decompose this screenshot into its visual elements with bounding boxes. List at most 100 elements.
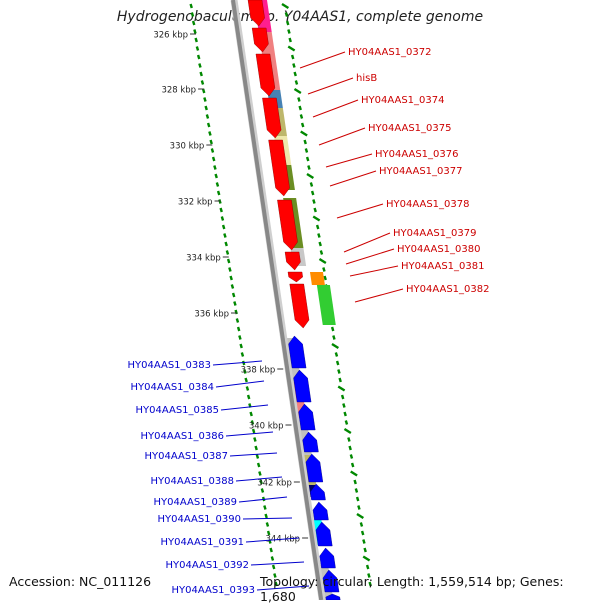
forward-label-leader xyxy=(312,99,359,118)
gc-tick-left xyxy=(270,556,275,561)
forward-gene-label: HY04AAS1_0380 xyxy=(397,244,480,255)
reverse-gene-label: HY04AAS1_0393 xyxy=(172,585,255,596)
gc-tick-left xyxy=(230,284,235,289)
gc-tick-left xyxy=(231,292,236,298)
gc-tick-right xyxy=(334,352,339,357)
gc-tick-right xyxy=(354,488,359,493)
gc-tick-left xyxy=(215,182,220,187)
gc-tick-right xyxy=(312,199,316,204)
gc-tick-right xyxy=(359,522,364,527)
reverse-gene-arrow xyxy=(312,501,329,521)
reverse-gene-label: HY04AAS1_0390 xyxy=(158,514,241,525)
category-box xyxy=(316,285,336,325)
gc-tick-right xyxy=(355,496,360,502)
gc-tick-right xyxy=(288,37,292,43)
gc-tick-right xyxy=(287,29,291,34)
reverse-label-leader xyxy=(235,476,283,482)
gc-tick-left xyxy=(214,173,218,179)
forward-label-leader xyxy=(336,203,384,219)
gc-tick-right xyxy=(310,190,315,196)
gc-tick-left xyxy=(233,301,237,306)
gc-tick-right xyxy=(290,54,295,60)
reverse-gene-arrow xyxy=(315,521,333,547)
gc-tick-right xyxy=(285,20,290,26)
forward-gene-arrow xyxy=(277,199,298,251)
gc-tick-left xyxy=(220,216,225,221)
gc-tick-left xyxy=(253,437,257,442)
gc-tick-right xyxy=(309,182,314,187)
reverse-gene-label: HY04AAS1_0391 xyxy=(161,537,244,548)
gc-tick-right xyxy=(368,581,372,587)
gc-tick-right xyxy=(343,411,347,417)
gc-tick-left xyxy=(209,139,213,145)
gc-tick-right xyxy=(306,172,315,180)
gc-tick-right xyxy=(322,267,326,272)
gc-tick-right xyxy=(343,427,352,435)
gc-tick-right xyxy=(297,97,301,102)
gc-tick-left xyxy=(196,54,201,60)
reverse-label-leader xyxy=(229,452,278,457)
gc-tick-right xyxy=(337,369,341,374)
reverse-label-leader xyxy=(242,517,293,520)
gc-tick-right xyxy=(293,71,297,77)
gc-tick-left xyxy=(219,207,223,213)
forward-label-leader xyxy=(299,51,346,69)
gc-tick-left xyxy=(194,37,198,43)
gc-tick-right xyxy=(312,215,321,222)
gc-tick-left xyxy=(236,326,241,332)
gc-tick-right xyxy=(362,555,371,562)
forward-gene-label: HY04AAS1_0381 xyxy=(401,261,484,272)
forward-gene-arrow xyxy=(247,0,265,27)
gc-tick-right xyxy=(360,530,365,536)
gc-tick-right xyxy=(332,335,336,340)
reverse-gene-arrow xyxy=(305,453,324,483)
gc-tick-left xyxy=(250,420,255,425)
gc-tick-left xyxy=(264,513,268,519)
gc-tick-right xyxy=(353,479,357,485)
reverse-label-leader xyxy=(250,561,305,566)
forward-gene-arrow xyxy=(284,251,301,271)
gc-tick-left xyxy=(226,258,231,264)
position-tick-label: 332 kbp xyxy=(178,198,213,208)
forward-label-leader xyxy=(343,232,391,253)
gc-tick-right xyxy=(318,257,327,265)
gc-tick-left xyxy=(258,471,262,476)
gc-tick-left xyxy=(254,445,258,451)
gc-tick-left xyxy=(199,71,203,77)
gc-tick-left xyxy=(255,454,260,459)
gc-tick-left xyxy=(263,505,267,510)
reverse-label-leader xyxy=(215,380,265,388)
gc-tick-left xyxy=(191,20,196,26)
forward-label-leader xyxy=(349,265,399,277)
gc-tick-right xyxy=(342,403,346,408)
forward-gene-arrow xyxy=(287,271,303,283)
reverse-gene-arrow xyxy=(293,369,312,403)
gc-tick-left xyxy=(245,386,250,391)
forward-gene-arrow xyxy=(289,283,310,329)
gc-tick-right xyxy=(303,139,307,145)
reverse-label-leader xyxy=(212,360,263,366)
gc-tick-left xyxy=(216,190,221,196)
forward-gene-label: HY04AAS1_0382 xyxy=(406,284,489,295)
gc-tick-left xyxy=(266,530,271,536)
gc-tick-left xyxy=(265,522,270,527)
gc-tick-right xyxy=(317,233,321,238)
gc-tick-right xyxy=(340,394,345,400)
reverse-gene-label: HY04AAS1_0388 xyxy=(151,476,234,487)
gc-tick-left xyxy=(235,318,240,323)
gc-tick-right xyxy=(300,130,308,137)
gc-tick-left xyxy=(223,233,227,238)
gc-tick-left xyxy=(195,46,200,51)
forward-label-leader xyxy=(307,77,354,95)
reverse-gene-label: HY04AAS1_0389 xyxy=(154,497,237,508)
gc-tick-left xyxy=(269,547,273,553)
reverse-gene-label: HY04AAS1_0387 xyxy=(145,451,228,462)
gc-tick-left xyxy=(211,156,216,162)
forward-gene-arrow xyxy=(268,139,290,197)
reverse-gene-label: HY04AAS1_0386 xyxy=(141,431,224,442)
gc-tick-left xyxy=(259,479,263,485)
forward-label-leader xyxy=(345,248,395,265)
gc-tick-right xyxy=(350,470,358,477)
forward-gene-label: HY04AAS1_0374 xyxy=(361,95,444,106)
gc-tick-right xyxy=(347,437,351,442)
